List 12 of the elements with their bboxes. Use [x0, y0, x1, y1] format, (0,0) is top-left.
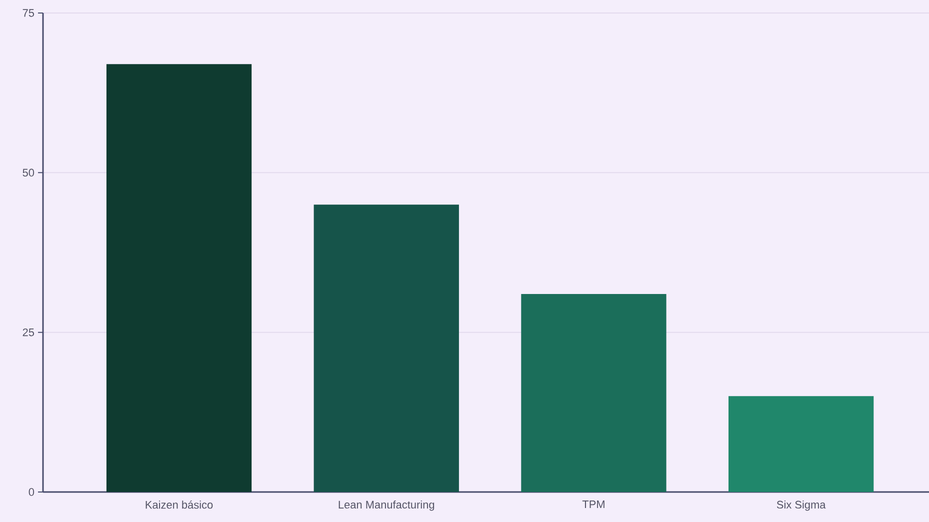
bar	[314, 204, 459, 492]
y-tick-label: 50	[22, 168, 34, 177]
bar	[728, 396, 874, 492]
bar	[521, 294, 666, 492]
bar	[106, 64, 252, 492]
x-tick-label: Lean Manufacturing	[338, 500, 434, 511]
y-tick-label: 0	[28, 488, 34, 496]
x-tick-label: TPM	[582, 500, 604, 508]
x-tick-label: Kaizen básico	[146, 500, 213, 509]
y-tick-label: 75	[22, 9, 34, 17]
x-tick-label: Six Sigma	[776, 500, 826, 511]
y-tick-label: 25	[22, 328, 34, 336]
